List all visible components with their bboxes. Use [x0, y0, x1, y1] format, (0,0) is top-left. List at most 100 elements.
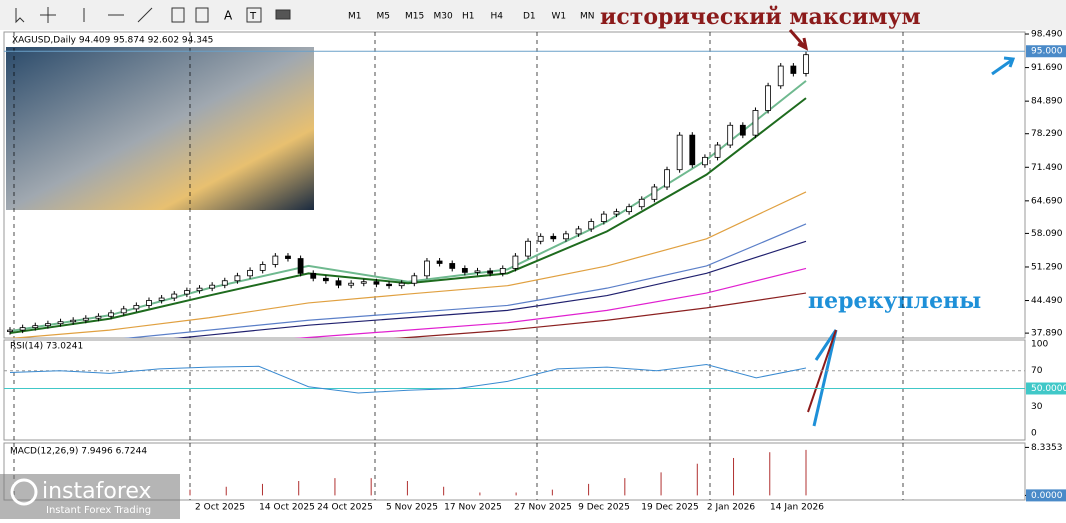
candle: [259, 264, 266, 271]
candle: [525, 240, 531, 257]
candle: [70, 319, 77, 323]
candle: [360, 281, 367, 284]
text-tool[interactable]: A: [224, 9, 233, 23]
candle: [411, 275, 418, 284]
x-tick-label: 2 Oct 2025: [195, 503, 245, 513]
x-tick-label: 24 Oct 2025: [317, 503, 373, 513]
candle: [727, 124, 734, 146]
level-label-box: [1026, 489, 1066, 502]
symbol-title: XAGUSD,Daily 94.409 95.874 92.602 94.345: [12, 36, 213, 46]
price-label-box: [1026, 45, 1066, 58]
x-tick-label: 27 Nov 2025: [514, 503, 572, 513]
moving-average: [9, 80, 807, 333]
timeframe-button[interactable]: M1: [348, 12, 362, 22]
candle: [95, 315, 102, 319]
y-tick-label: 58.090: [1031, 229, 1063, 239]
candle: [57, 321, 64, 325]
high-annotation: исторический максимум: [600, 4, 921, 30]
candle: [613, 211, 620, 215]
candle: [512, 255, 519, 269]
candle: [82, 317, 89, 321]
moving-average: [9, 97, 807, 335]
y-tick-label: 84.890: [1031, 97, 1063, 107]
candle: [158, 297, 165, 301]
candle: [424, 260, 430, 277]
tool-icons: [15, 7, 291, 24]
candle: [461, 268, 468, 273]
moving-average: [173, 240, 807, 338]
candle: [563, 233, 569, 240]
timeframe-button[interactable]: M30: [434, 12, 453, 22]
rsi-tick-label: 0: [1031, 429, 1037, 439]
macd-tick-label: 8.3353: [1031, 443, 1063, 453]
candle: [752, 110, 759, 136]
rsi-pane: [3, 339, 1026, 441]
timeframe-button[interactable]: D1: [523, 12, 536, 22]
candle: [335, 280, 342, 286]
candle: [626, 206, 633, 213]
candle: [777, 65, 784, 87]
candle: [588, 221, 595, 230]
candle: [234, 275, 241, 282]
timeframe-button[interactable]: M15: [405, 12, 424, 22]
candle: [386, 283, 392, 287]
macd-tick-label: 0.0000: [1031, 491, 1063, 501]
candle: [146, 300, 152, 306]
price-label: 95.000: [1031, 47, 1063, 57]
candle: [638, 198, 645, 208]
candle: [209, 284, 216, 289]
candle: [600, 213, 607, 222]
x-tick-label: 5 Nov 2025: [386, 503, 438, 513]
candle: [499, 268, 506, 274]
candle: [739, 124, 746, 136]
plot: [7, 51, 809, 338]
candle: [803, 54, 809, 74]
candle: [550, 235, 557, 240]
candle: [322, 277, 329, 282]
x-tick-label: 9 Dec 2025: [578, 503, 630, 513]
x-tick-label: 2 Jan 2026: [707, 503, 755, 513]
candle: [651, 186, 658, 200]
toolbar: [0, 0, 1066, 30]
logo-name: instaforex: [42, 479, 152, 504]
timeframe-button[interactable]: MN: [580, 12, 595, 22]
timeframe-button[interactable]: H4: [491, 12, 504, 22]
candle: [449, 263, 456, 269]
rsi-tick-label: 30: [1031, 402, 1043, 412]
x-tick-label: 19 Dec 2025: [641, 503, 699, 513]
candle: [7, 329, 13, 333]
y-tick-label: 44.490: [1031, 296, 1063, 306]
x-tick-label: 14 Oct 2025: [259, 503, 315, 513]
candle: [474, 270, 481, 273]
timeframe-button[interactable]: M5: [377, 12, 391, 22]
label-tool[interactable]: [246, 7, 262, 23]
moving-average: [393, 292, 807, 338]
candle: [689, 134, 696, 166]
candle: [765, 85, 771, 111]
candle: [285, 255, 291, 259]
candle: [171, 293, 178, 299]
candle: [32, 325, 39, 329]
candle: [247, 269, 253, 277]
candle: [45, 323, 51, 327]
candle: [714, 144, 721, 158]
y-tick-label: 51.290: [1031, 262, 1063, 272]
timeframe-button[interactable]: H1: [462, 12, 475, 22]
moving-average: [293, 267, 807, 338]
overbought-annotation: перекуплены: [808, 288, 981, 314]
rsi-title: RSI(14) 73.0241: [10, 342, 83, 352]
candle: [373, 281, 380, 285]
candle: [120, 308, 127, 314]
y-tick-label: 78.290: [1031, 129, 1063, 139]
candle: [676, 134, 683, 171]
y-tick-label: 71.490: [1031, 163, 1063, 173]
logo-tagline: Instant Forex Trading: [46, 505, 151, 516]
arrows: [788, 29, 1016, 427]
y-tick-label: 91.690: [1031, 63, 1063, 73]
candle: [272, 255, 279, 265]
timeframe-button[interactable]: W1: [552, 12, 567, 22]
macd-title: MACD(12,26,9) 7.9496 6.7244: [10, 447, 147, 457]
candle: [790, 65, 797, 74]
logo: instaforex Instant Forex Trading: [0, 474, 180, 519]
